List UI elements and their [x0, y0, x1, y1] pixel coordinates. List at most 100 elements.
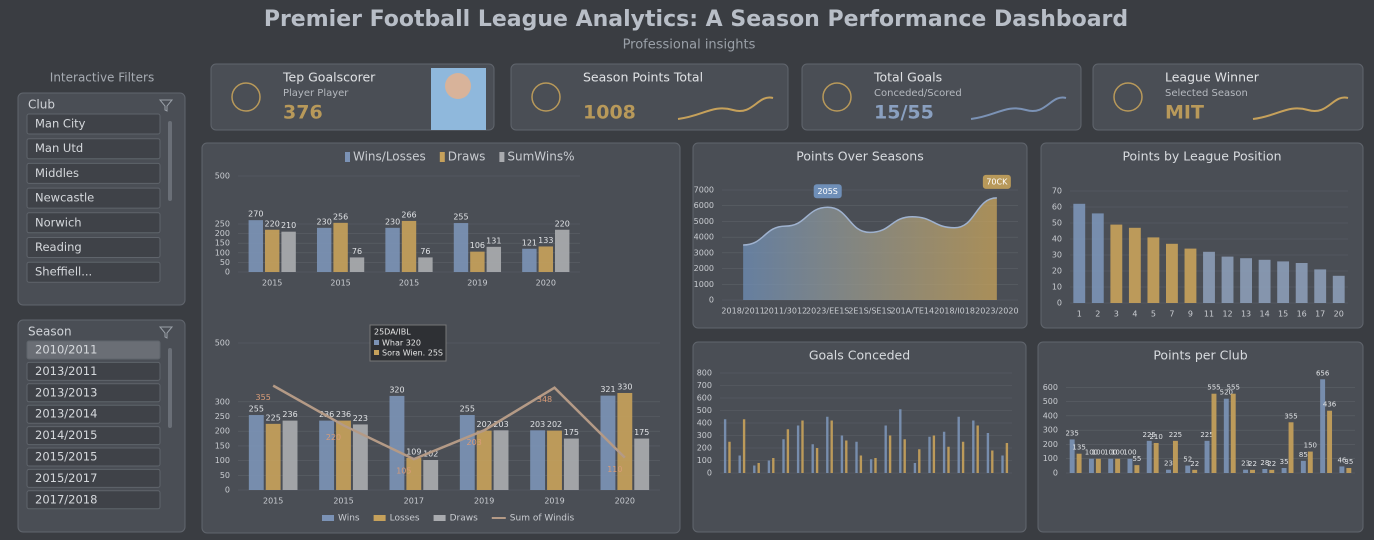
y-tick-label: 100 [215, 248, 230, 257]
filter-item-label[interactable]: 2017/2018 [35, 492, 97, 506]
legend-swatch [433, 515, 446, 521]
x-tick-label: 12 [1222, 310, 1232, 319]
filter-item-label[interactable]: 2015/2015 [35, 450, 97, 464]
filter-item[interactable] [26, 490, 161, 510]
bar [1127, 458, 1133, 473]
filter-item-label[interactable]: 2013/2014 [35, 407, 97, 421]
bar [801, 420, 804, 473]
filter-item[interactable] [26, 426, 161, 446]
y-tick-label: 800 [697, 369, 712, 378]
filter-item-label[interactable]: Man Utd [35, 141, 83, 155]
y-tick-label: 2000 [694, 264, 714, 273]
filter-item[interactable] [26, 162, 161, 184]
kpi-value: 15/55 [874, 102, 934, 124]
x-tick-label: 2019 [544, 497, 564, 506]
y-tick-label: 70 [1052, 187, 1062, 196]
kpi-icon [231, 82, 261, 112]
y-tick-label: 300 [215, 397, 230, 406]
data-label: 270 [248, 210, 263, 219]
bar [617, 392, 633, 490]
filter-item[interactable] [26, 340, 161, 360]
filter-item-label[interactable]: 2014/2015 [35, 428, 97, 442]
bar [248, 220, 263, 272]
bar [349, 257, 365, 272]
filter-item[interactable] [26, 447, 161, 467]
bar [1262, 469, 1268, 473]
filter-item-label[interactable]: 2015/2017 [35, 471, 97, 485]
legend-label: Losses [390, 514, 420, 524]
filter-item[interactable] [26, 138, 161, 160]
filter-item[interactable] [26, 237, 161, 258]
bar [1332, 275, 1345, 303]
data-label: 131 [486, 236, 501, 245]
y-tick-label: 0 [225, 268, 230, 277]
data-label: 35 [1280, 458, 1289, 466]
bar [1269, 469, 1275, 473]
data-label: 220 [265, 219, 280, 228]
bar [476, 430, 492, 490]
kpi-subtitle: Player Player [283, 88, 349, 99]
bar [757, 463, 760, 473]
data-label: 210 [1149, 433, 1162, 441]
line-label: 220 [326, 433, 341, 442]
y-tick-label: 60 [1052, 203, 1062, 212]
filter-item-label[interactable]: Middles [35, 166, 79, 180]
bar [453, 223, 469, 272]
panel [210, 63, 495, 131]
x-tick-label: 20 [1334, 310, 1344, 319]
data-label: 266 [401, 210, 416, 219]
filter-item[interactable] [26, 404, 161, 424]
bar [723, 419, 727, 473]
y-tick-label: 400 [1043, 411, 1058, 420]
filter-item-label[interactable]: Norwich [35, 215, 82, 229]
filter-item-label[interactable]: Reading [35, 240, 82, 254]
kpi-icon [822, 82, 852, 112]
y-tick-label: 100 [697, 456, 712, 465]
bar [742, 419, 746, 473]
legend-label: Wins/Losses [353, 150, 426, 164]
filter-item[interactable] [26, 468, 161, 488]
panel [801, 63, 1082, 131]
annotation-box [982, 174, 1011, 189]
bar [1203, 251, 1215, 303]
filter-item-label[interactable]: 2013/2011 [35, 364, 97, 378]
bar [1166, 243, 1178, 303]
panel [692, 341, 1027, 533]
filter-item[interactable] [26, 187, 161, 209]
filter-item[interactable] [26, 383, 161, 403]
data-label: 76 [352, 247, 362, 256]
legend-label: SumWins% [507, 150, 574, 164]
bar [1095, 458, 1101, 473]
x-tick-label: 201A/TE14 [891, 307, 935, 316]
bar [319, 420, 335, 490]
legend-label: Draws [450, 514, 479, 524]
bar [753, 465, 756, 473]
filter-item[interactable] [26, 361, 161, 381]
x-tick-label: 3 [1114, 310, 1119, 319]
filter-label: Club [28, 98, 55, 112]
filter-item[interactable] [26, 212, 161, 234]
bar [1076, 453, 1082, 473]
data-label: 210 [281, 221, 296, 230]
data-label: 175 [564, 428, 579, 437]
y-tick-label: 20 [1052, 267, 1062, 276]
filter-item[interactable] [26, 113, 161, 135]
bar [459, 415, 475, 490]
bar [1327, 410, 1333, 473]
filter-item-label[interactable]: Man City [35, 117, 86, 131]
y-tick-label: 500 [215, 339, 230, 348]
filter-item-label[interactable]: Sheffiell... [35, 265, 92, 279]
x-tick-label: 2 [1095, 310, 1100, 319]
data-label: 28 [1260, 459, 1269, 467]
bar [811, 444, 814, 473]
filter-item[interactable] [26, 261, 161, 283]
y-tick-label: 7000 [694, 186, 714, 195]
bar [265, 423, 281, 490]
data-label: 321 [600, 385, 615, 394]
bar [1005, 443, 1009, 473]
filter-item-label[interactable]: Newcastle [35, 191, 94, 205]
data-label: 656 [1316, 369, 1330, 377]
line-label: 203 [467, 438, 482, 447]
filter-item-label[interactable]: 2013/2013 [35, 385, 97, 399]
filter-item-label[interactable]: 2010/2011 [35, 343, 97, 357]
